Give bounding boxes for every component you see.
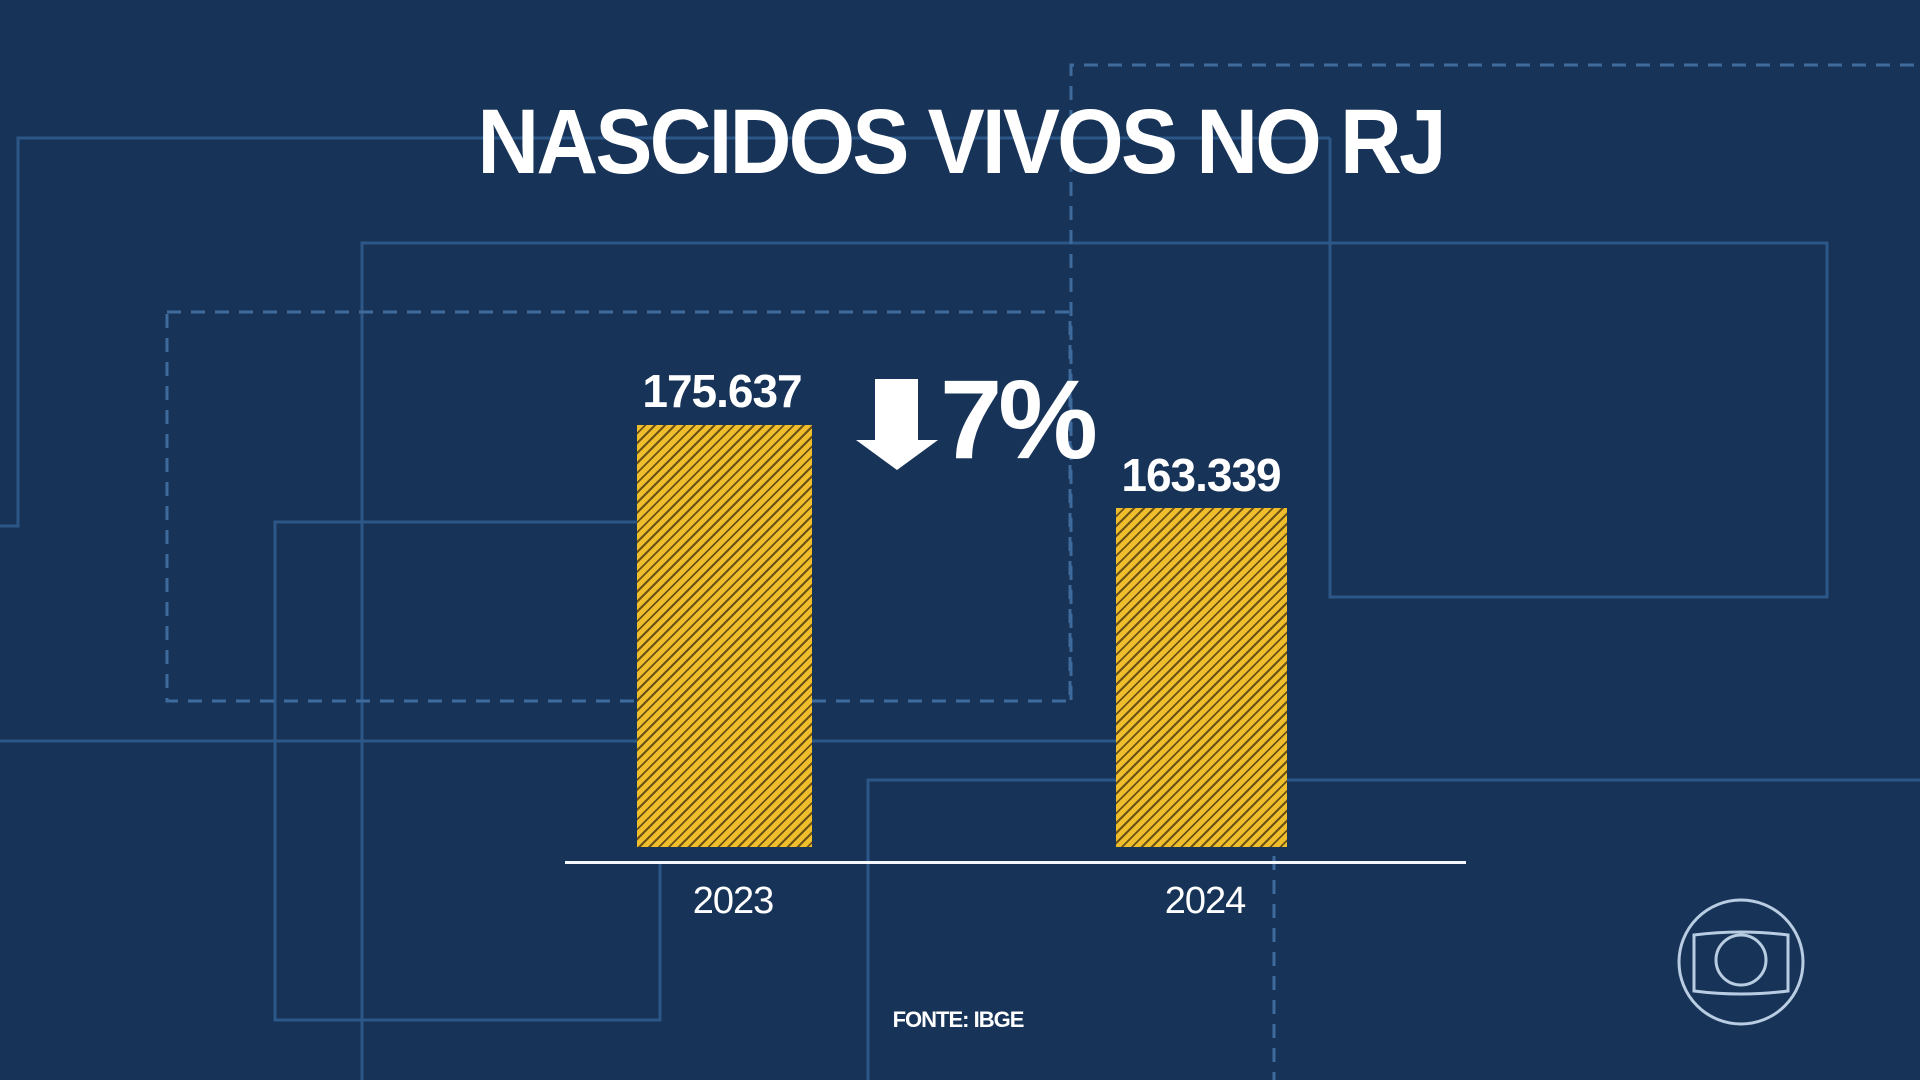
source-note: FONTE: IBGE: [892, 1007, 1025, 1032]
chart-title: NASCIDOS VIVOS NO RJ: [477, 91, 1446, 193]
bar-2023: [637, 425, 812, 847]
globo-logo-icon: [1677, 898, 1805, 1026]
x-axis-line: [565, 861, 1466, 864]
x-tick-2024: 2024: [1164, 880, 1247, 922]
bar-value-2024: 163.339: [1121, 449, 1281, 501]
bar-value-2023: 175.637: [642, 365, 802, 417]
change-annotation: 7%: [852, 364, 1098, 476]
bar-2024: [1116, 508, 1287, 847]
change-percent: 7%: [940, 357, 1098, 482]
x-tick-2023: 2023: [692, 880, 775, 922]
arrow-down-icon: [856, 379, 938, 470]
